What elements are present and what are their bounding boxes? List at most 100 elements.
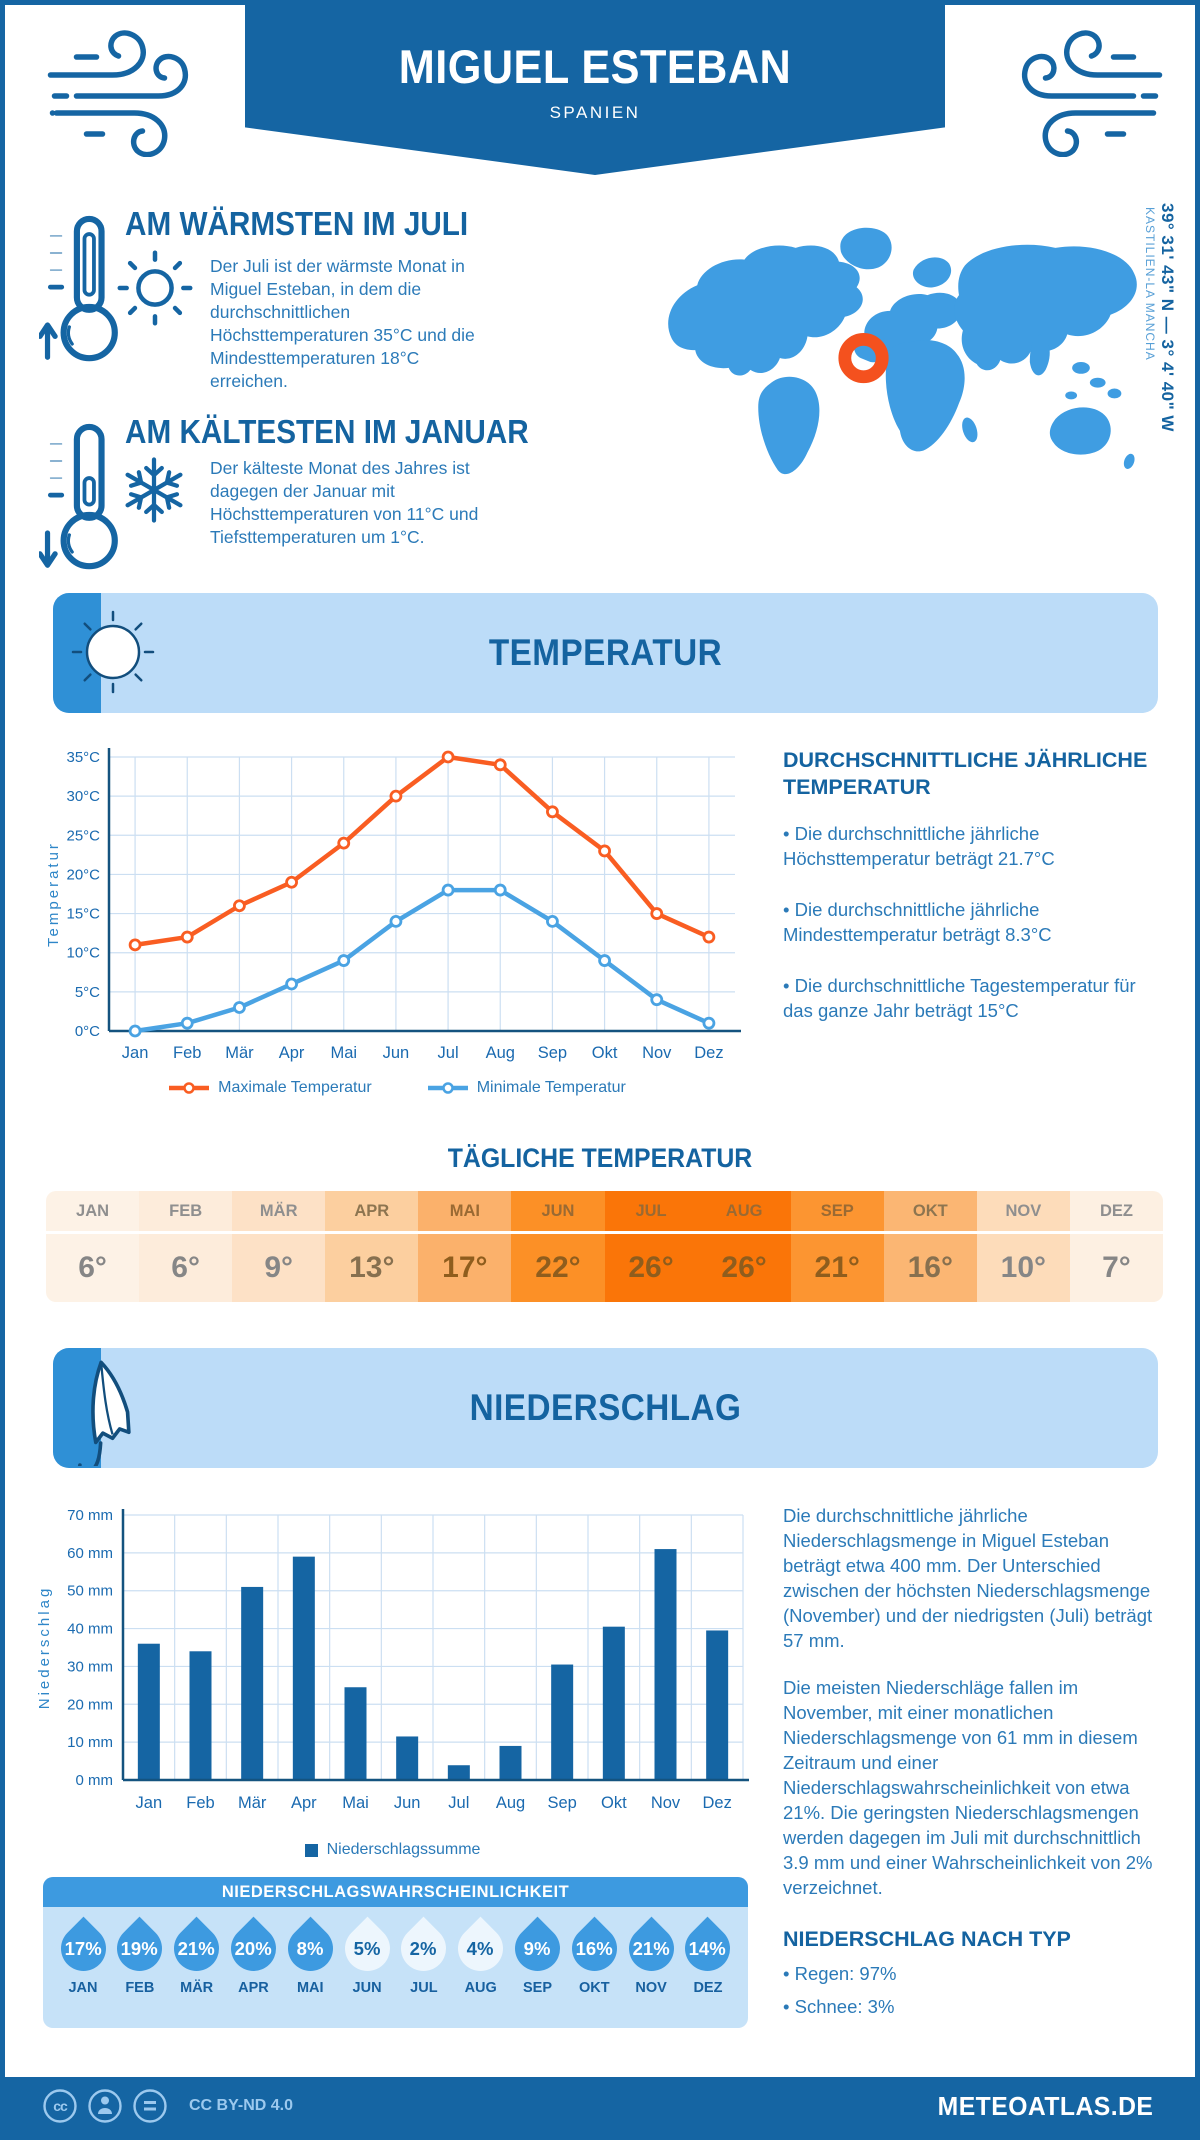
svg-text:Niederschlag: Niederschlag	[36, 1586, 53, 1710]
svg-text:Dez: Dez	[694, 1044, 723, 1062]
svg-text:Nov: Nov	[642, 1044, 672, 1062]
svg-text:Jan: Jan	[136, 1794, 163, 1812]
daily-table-month: AUG	[697, 1191, 791, 1231]
probability-value: 5%	[353, 1937, 381, 1959]
thermometer-cold-icon	[39, 423, 118, 570]
svg-text:20 mm: 20 mm	[67, 1696, 113, 1713]
license-label: CC BY-ND 4.0	[189, 2097, 294, 2114]
daily-table-month: JAN	[46, 1191, 140, 1231]
svg-text:0°C: 0°C	[75, 1023, 100, 1040]
svg-text:30°C: 30°C	[66, 788, 100, 805]
footer-bar: cc CC BY-ND 4.0 METEOATLAS.DE	[5, 2077, 1195, 2135]
svg-text:Okt: Okt	[601, 1794, 627, 1812]
svg-text:10 mm: 10 mm	[67, 1734, 113, 1751]
page-title: MIGUEL ESTEBAN	[398, 40, 792, 93]
by-type-bullet: Schnee: 3%	[783, 1994, 1161, 2019]
probability-month: NOV	[635, 1980, 667, 1996]
svg-text:Jul: Jul	[438, 1044, 459, 1062]
svg-text:Feb: Feb	[173, 1044, 201, 1062]
raindrop-icon: 2%	[392, 1916, 456, 1981]
svg-text:Jun: Jun	[394, 1794, 421, 1812]
svg-text:70 mm: 70 mm	[67, 1507, 113, 1524]
svg-text:35°C: 35°C	[66, 749, 100, 766]
legend-label: Maximale Temperatur	[218, 1079, 372, 1096]
probability-value: 4%	[467, 1937, 495, 1959]
series-minimale-temperatur	[128, 883, 716, 1038]
svg-text:Mär: Mär	[238, 1794, 267, 1812]
probability-slot: 20% APR	[221, 1916, 286, 1996]
svg-text:5°C: 5°C	[75, 984, 100, 1001]
precipitation-paragraph-2: Die meisten Niederschläge fallen im Nove…	[783, 1677, 1153, 1898]
svg-text:Jan: Jan	[122, 1044, 149, 1062]
svg-text:Nov: Nov	[651, 1794, 681, 1812]
svg-text:Dez: Dez	[702, 1794, 731, 1812]
coordinates-label: 39° 31' 43" N — 3° 4' 40" W	[1158, 203, 1177, 432]
probability-month: MAI	[296, 1980, 324, 1996]
legend-item: Minimale Temperatur	[427, 1079, 626, 1097]
daily-temperature-title: TÄGLICHE TEMPERATUR	[447, 1143, 753, 1173]
probability-drops-row: 17% JAN 19% FEB 21% MÄR 20% APR 8% MAI 5% JUN 2% JUL 4…	[43, 1907, 748, 1996]
location-marker	[838, 332, 889, 384]
raindrop-icon: 21%	[164, 1916, 229, 1981]
svg-text:Temperatur: Temperatur	[45, 841, 62, 947]
svg-text:Jun: Jun	[383, 1044, 410, 1062]
svg-text:25°C: 25°C	[66, 827, 100, 844]
probability-month: MÄR	[180, 1980, 214, 1996]
daily-table-value: 22°	[511, 1234, 605, 1302]
warmest-title: AM WÄRMSTEN IM JULI	[125, 205, 469, 242]
svg-text:Mär: Mär	[225, 1044, 254, 1062]
annual-bullet: Die durchschnittliche jährliche Mindestt…	[783, 897, 1165, 947]
temperature-section-title: TEMPERATUR	[488, 632, 723, 673]
wind-icon	[1021, 30, 1163, 157]
probability-month: AUG	[464, 1980, 497, 1996]
svg-text:0 mm: 0 mm	[76, 1772, 114, 1789]
svg-text:50 mm: 50 mm	[67, 1583, 113, 1600]
cc-license-icons: cc	[43, 2089, 167, 2123]
daily-table-month: FEB	[139, 1191, 233, 1231]
world-map	[668, 227, 1137, 475]
annual-bullet: Die durchschnittliche jährliche Höchstte…	[783, 821, 1165, 871]
probability-value: 19%	[121, 1937, 159, 1959]
license-block: cc CC BY-ND 4.0	[41, 2087, 293, 2125]
wind-icon	[47, 30, 189, 157]
raindrop-icon: 5%	[335, 1916, 399, 1981]
daily-table-month: DEZ	[1069, 1191, 1163, 1231]
probability-value: 16%	[575, 1937, 613, 1959]
daily-table-month: MÄR	[232, 1191, 326, 1231]
daily-table-value: 6°	[139, 1234, 233, 1302]
probability-slot: 4% AUG	[448, 1916, 513, 1996]
legend-label: Minimale Temperatur	[476, 1079, 626, 1096]
raindrop-icon: 9%	[505, 1916, 570, 1981]
probability-month: APR	[238, 1980, 269, 1996]
raindrop-icon: 8%	[278, 1916, 343, 1981]
svg-text:15°C: 15°C	[66, 906, 100, 923]
svg-text:Apr: Apr	[279, 1044, 305, 1062]
raindrop-icon: 14%	[676, 1916, 740, 1981]
daily-temperature-table: JAN FEB MÄR APR MAI JUN JUL AUG SEP OKT NOV DEZ 6° 6°…	[46, 1191, 1163, 1302]
precipitation-paragraph-1: Die durchschnittliche jährliche Niedersc…	[783, 1505, 1153, 1651]
coldest-title: AM KÄLTESTEN IM JANUAR	[125, 413, 529, 450]
probability-value: 21%	[178, 1937, 216, 1959]
probability-slot: 5% JUN	[335, 1916, 399, 1996]
svg-text:Apr: Apr	[291, 1794, 317, 1812]
probability-month: JUN	[352, 1980, 382, 1996]
probability-value: 17%	[64, 1937, 102, 1959]
precipitation-by-type-title: NIEDERSCHLAG NACH TYP	[783, 1927, 1071, 1951]
chart-grid	[122, 1514, 744, 1781]
daily-table-value: 17°	[418, 1234, 512, 1302]
chart-axes	[107, 748, 741, 1033]
svg-text:40 mm: 40 mm	[67, 1621, 113, 1638]
daily-table-month: MAI	[418, 1191, 512, 1231]
svg-text:Sep: Sep	[547, 1794, 576, 1812]
umbrella-icon	[78, 1360, 131, 1466]
probability-month: SEP	[522, 1980, 552, 1996]
svg-text:60 mm: 60 mm	[67, 1545, 113, 1562]
probability-slot: 17% JAN	[51, 1916, 115, 1996]
daily-table-month: APR	[325, 1191, 419, 1231]
temperature-section-banner: TEMPERATUR	[53, 593, 1158, 713]
svg-text:10°C: 10°C	[66, 945, 100, 962]
sun-banner-icon	[71, 610, 155, 694]
svg-text:Aug: Aug	[486, 1044, 515, 1062]
daily-table-value: 10°	[976, 1234, 1070, 1302]
probability-value: 8%	[296, 1937, 324, 1959]
